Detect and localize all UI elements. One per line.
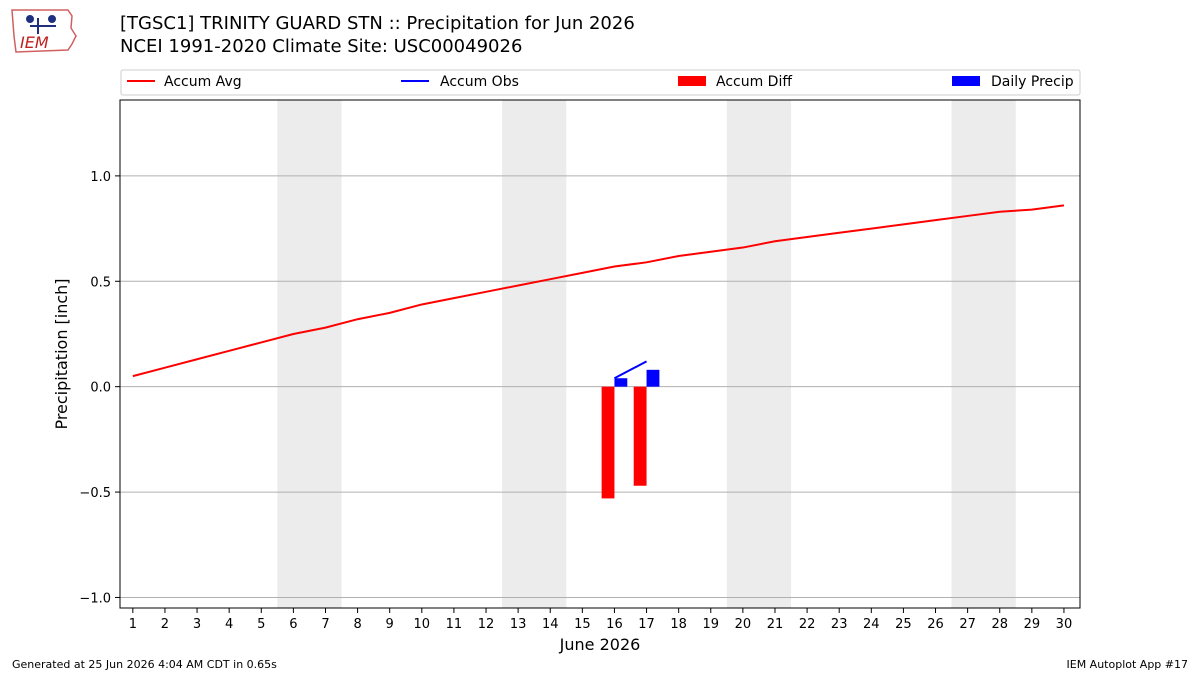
plot-frame (119, 99, 1081, 609)
weekend-band-3 (726, 100, 792, 608)
x-tick-label: 12 (478, 617, 495, 632)
legend-label-accum-obs: Accum Obs (440, 74, 519, 90)
weather-station-icon (26, 15, 56, 34)
x-tick-label: 29 (1024, 617, 1041, 632)
x-tick-label: 11 (446, 617, 463, 632)
legend-label-accum-diff: Accum Diff (716, 74, 792, 90)
title-line-2: NCEI 1991-2020 Climate Site: USC00049026 (120, 36, 523, 57)
y-axis-label: Precipitation [inch] (52, 278, 71, 429)
footer-generated: Generated at 25 Jun 2026 4:04 AM CDT in … (12, 658, 277, 671)
x-tick-label: 1 (129, 617, 137, 632)
x-tick-label: 30 (1056, 617, 1073, 632)
accum-diff-bar (633, 386, 647, 486)
daily-precip-bar (614, 378, 628, 387)
x-tick-label: 13 (510, 617, 527, 632)
x-tick-label: 19 (702, 617, 719, 632)
accum-avg-line (132, 204, 1065, 378)
x-tick-label: 27 (959, 617, 976, 632)
y-tick-label: 0.0 (90, 381, 111, 396)
legend-item-accum-obs: Accum Obs (401, 74, 519, 90)
y-axis-ticks: −1.0 −0.5 0.0 0.5 1.0 (79, 170, 120, 606)
x-tick-label: 15 (574, 617, 591, 632)
x-axis-ticks: 1 2 3 4 5 6 7 8 9 10 11 12 13 14 15 16 17 18 19 20 21 22 23 24 2… (129, 608, 1073, 632)
lines (132, 204, 1065, 380)
x-tick-label: 4 (225, 617, 233, 632)
title-line-1: [TGSC1] TRINITY GUARD STN :: Precipitati… (120, 13, 635, 34)
x-tick-label: 17 (638, 617, 655, 632)
gridlines (120, 175, 1080, 598)
x-tick-label: 5 (257, 617, 265, 632)
x-tick-label: 28 (991, 617, 1008, 632)
daily-precip-bar (646, 369, 660, 387)
legend-label-daily-precip: Daily Precip (991, 74, 1074, 90)
x-tick-label: 8 (353, 617, 361, 632)
x-tick-label: 23 (831, 617, 848, 632)
x-tick-label: 16 (606, 617, 623, 632)
x-tick-label: 10 (414, 617, 431, 632)
x-tick-label: 18 (670, 617, 687, 632)
x-tick-label: 22 (799, 617, 816, 632)
legend-item-accum-diff: Accum Diff (678, 74, 792, 90)
legend-item-accum-avg: Accum Avg (127, 74, 242, 90)
x-tick-label: 9 (386, 617, 394, 632)
y-tick-label: −1.0 (79, 591, 111, 606)
legend-label-accum-avg: Accum Avg (164, 74, 242, 90)
x-tick-label: 20 (735, 617, 752, 632)
x-tick-label: 14 (542, 617, 559, 632)
footer-app: IEM Autoplot App #17 (1066, 658, 1189, 671)
y-tick-label: 1.0 (90, 170, 111, 185)
legend-swatch-accum-diff (678, 76, 706, 86)
x-tick-label: 25 (895, 617, 912, 632)
y-tick-label: −0.5 (79, 486, 111, 501)
weekend-band-2 (502, 100, 567, 608)
x-tick-label: 26 (927, 617, 944, 632)
x-tick-label: 2 (161, 617, 169, 632)
accum-diff-bar (601, 386, 615, 499)
x-tick-label: 24 (863, 617, 880, 632)
iem-logo: IEM (11, 9, 77, 53)
y-tick-label: 0.5 (90, 275, 111, 290)
accum-obs-line (613, 360, 648, 380)
bars (601, 369, 660, 499)
x-tick-label: 6 (289, 617, 297, 632)
x-tick-label: 7 (321, 617, 329, 632)
x-tick-label: 21 (767, 617, 784, 632)
weekend-band-1 (277, 100, 342, 608)
x-axis-label: June 2026 (559, 635, 641, 654)
logo-text: IEM (20, 33, 49, 52)
legend-item-daily-precip: Daily Precip (952, 74, 1074, 90)
legend-box (120, 69, 1081, 96)
chart-title: [TGSC1] TRINITY GUARD STN :: Precipitati… (120, 12, 635, 58)
weekend-shading (277, 100, 1016, 608)
weekend-band-4 (951, 100, 1016, 608)
x-tick-label: 3 (193, 617, 201, 632)
legend-swatch-daily-precip (952, 76, 980, 86)
